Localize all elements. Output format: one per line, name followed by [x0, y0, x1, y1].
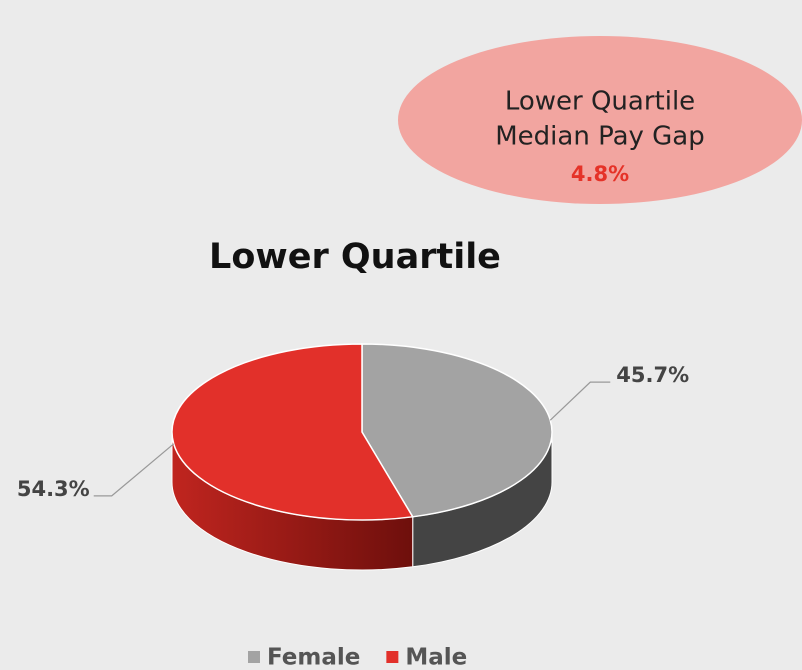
data-label: 54.3% [17, 477, 90, 501]
leader-line [549, 381, 611, 421]
chart-title: Lower Quartile [209, 237, 501, 277]
callout-value: 4.8% [571, 162, 629, 186]
leader-line [93, 443, 175, 497]
legend-swatch [248, 651, 260, 663]
callout [398, 36, 802, 204]
callout-text: Median Pay Gap [495, 122, 705, 152]
legend-swatch [386, 651, 399, 663]
legend-label: Male [405, 645, 467, 670]
data-label: 45.7% [616, 363, 689, 387]
callout-text: Lower Quartile [505, 87, 695, 117]
slice [171, 343, 414, 521]
legend-label: Female [267, 645, 360, 670]
